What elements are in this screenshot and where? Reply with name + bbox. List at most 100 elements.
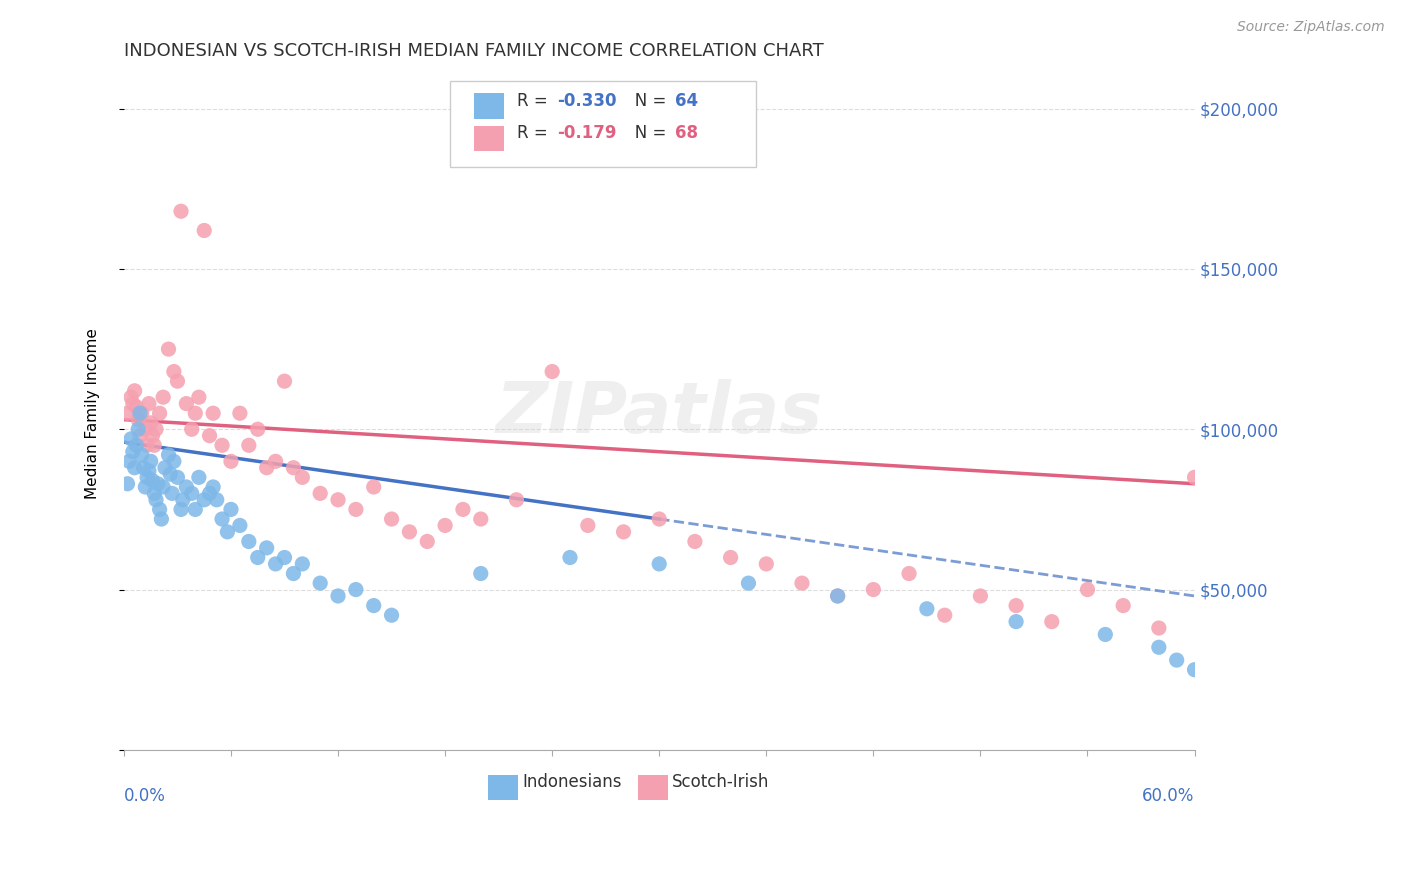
Point — [434, 518, 457, 533]
Point — [193, 492, 215, 507]
Point — [117, 406, 139, 420]
Point — [141, 474, 163, 488]
Point — [138, 396, 160, 410]
Point — [124, 460, 146, 475]
Point — [145, 492, 167, 507]
Text: R =: R = — [517, 92, 553, 110]
Point — [344, 502, 367, 516]
Point — [283, 460, 305, 475]
Point — [166, 470, 188, 484]
Point — [273, 374, 295, 388]
Point — [862, 582, 884, 597]
Point — [309, 576, 332, 591]
Point — [558, 550, 581, 565]
Point — [915, 602, 938, 616]
Point — [416, 534, 439, 549]
Point — [283, 566, 305, 581]
Point — [683, 534, 706, 549]
Point — [160, 486, 183, 500]
Text: 0.0%: 0.0% — [124, 787, 166, 805]
Point — [380, 512, 402, 526]
Point — [219, 454, 242, 468]
Point — [117, 476, 139, 491]
Point — [152, 390, 174, 404]
Point — [755, 557, 778, 571]
Point — [1076, 582, 1098, 597]
Point — [790, 576, 813, 591]
Text: ZIPatlas: ZIPatlas — [495, 379, 823, 448]
Point — [291, 557, 314, 571]
Point — [211, 438, 233, 452]
FancyBboxPatch shape — [638, 775, 668, 800]
Point — [470, 566, 492, 581]
Point — [176, 480, 198, 494]
Point — [256, 541, 278, 555]
Point — [969, 589, 991, 603]
FancyBboxPatch shape — [450, 81, 755, 168]
Point — [153, 460, 176, 475]
Point — [127, 412, 149, 426]
Point — [273, 550, 295, 565]
Point — [934, 608, 956, 623]
Point — [163, 454, 186, 468]
Point — [1005, 615, 1028, 629]
Point — [264, 557, 287, 571]
Point — [131, 448, 153, 462]
Point — [136, 470, 159, 484]
Point — [1147, 621, 1170, 635]
Point — [193, 223, 215, 237]
Text: Indonesians: Indonesians — [522, 773, 621, 791]
Point — [238, 438, 260, 452]
Point — [184, 502, 207, 516]
Point — [1147, 640, 1170, 655]
Point — [326, 589, 349, 603]
Point — [576, 518, 599, 533]
Point — [149, 502, 172, 516]
FancyBboxPatch shape — [488, 775, 517, 800]
Point — [141, 428, 163, 442]
Point — [648, 557, 671, 571]
Point — [166, 374, 188, 388]
Text: INDONESIAN VS SCOTCH-IRISH MEDIAN FAMILY INCOME CORRELATION CHART: INDONESIAN VS SCOTCH-IRISH MEDIAN FAMILY… — [124, 42, 824, 60]
Text: 60.0%: 60.0% — [1142, 787, 1195, 805]
Point — [470, 512, 492, 526]
FancyBboxPatch shape — [474, 93, 503, 119]
Point — [157, 342, 180, 356]
Point — [163, 365, 186, 379]
Text: 68: 68 — [675, 124, 699, 143]
Point — [172, 492, 194, 507]
Point — [157, 448, 180, 462]
Point — [898, 566, 921, 581]
Point — [125, 400, 148, 414]
Text: Scotch-Irish: Scotch-Irish — [672, 773, 769, 791]
Point — [202, 480, 225, 494]
Point — [187, 470, 209, 484]
Point — [146, 476, 169, 491]
Point — [170, 502, 193, 516]
Text: N =: N = — [619, 124, 671, 143]
Point — [136, 438, 159, 452]
Point — [1040, 615, 1063, 629]
Point — [139, 454, 162, 468]
Point — [827, 589, 849, 603]
Point — [229, 518, 252, 533]
Point — [229, 406, 252, 420]
Point — [198, 486, 221, 500]
Text: -0.330: -0.330 — [558, 92, 617, 110]
Point — [180, 422, 202, 436]
Point — [184, 406, 207, 420]
Point — [246, 550, 269, 565]
Point — [143, 438, 166, 452]
Point — [1005, 599, 1028, 613]
Point — [326, 492, 349, 507]
Point — [150, 512, 173, 526]
Point — [120, 390, 142, 404]
Point — [120, 432, 142, 446]
Point — [170, 204, 193, 219]
Point — [246, 422, 269, 436]
Point — [152, 480, 174, 494]
Point — [205, 492, 228, 507]
Point — [363, 480, 385, 494]
Point — [344, 582, 367, 597]
Point — [132, 460, 155, 475]
